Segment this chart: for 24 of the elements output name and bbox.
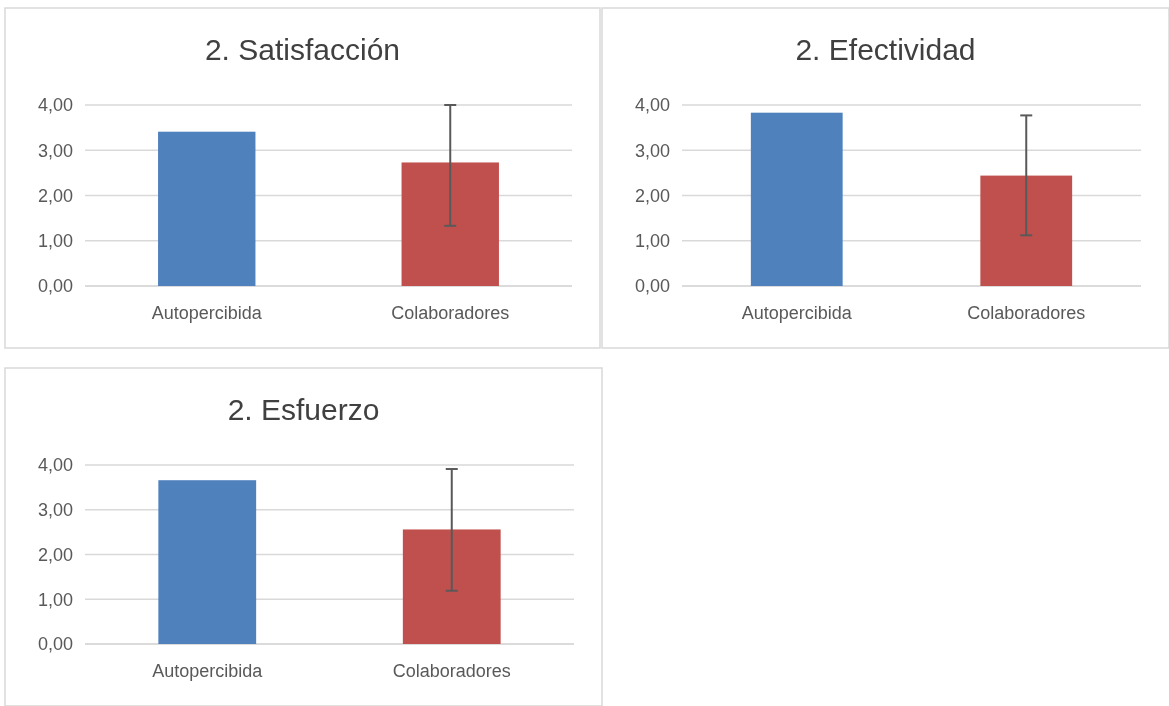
y-tick-label: 0,00 bbox=[37, 634, 73, 655]
chart-title: 2. Satisfacción bbox=[204, 33, 401, 66]
y-tick-label: 4,00 bbox=[37, 455, 73, 476]
x-tick-label: Autopercibida bbox=[151, 303, 263, 323]
chart-title: 2. Esfuerzo bbox=[227, 393, 380, 426]
x-tick-label: Autopercibida bbox=[741, 303, 853, 323]
y-tick-label: 4,00 bbox=[634, 95, 670, 116]
y-tick-label: 3,00 bbox=[37, 500, 73, 521]
y-tick-label: 0,00 bbox=[634, 276, 670, 297]
y-tick-label: 3,00 bbox=[634, 140, 670, 161]
x-tick-label: Autopercibida bbox=[152, 661, 264, 681]
x-tick-label: Colaboradores bbox=[391, 303, 510, 323]
y-tick-label: 1,00 bbox=[37, 589, 73, 610]
x-tick-label: Colaboradores bbox=[967, 303, 1086, 323]
x-tick-label: Colaboradores bbox=[392, 661, 511, 681]
y-tick-label: 2,00 bbox=[37, 185, 73, 206]
y-tick-label: 3,00 bbox=[37, 140, 73, 161]
y-tick-label: 4,00 bbox=[37, 95, 73, 116]
chart-title: 2. Efectividad bbox=[795, 33, 976, 66]
y-tick-label: 1,00 bbox=[634, 231, 670, 252]
y-tick-label: 0,00 bbox=[37, 276, 73, 297]
y-tick-label: 2,00 bbox=[634, 185, 670, 206]
y-tick-label: 2,00 bbox=[37, 544, 73, 565]
y-tick-label: 1,00 bbox=[37, 231, 73, 252]
